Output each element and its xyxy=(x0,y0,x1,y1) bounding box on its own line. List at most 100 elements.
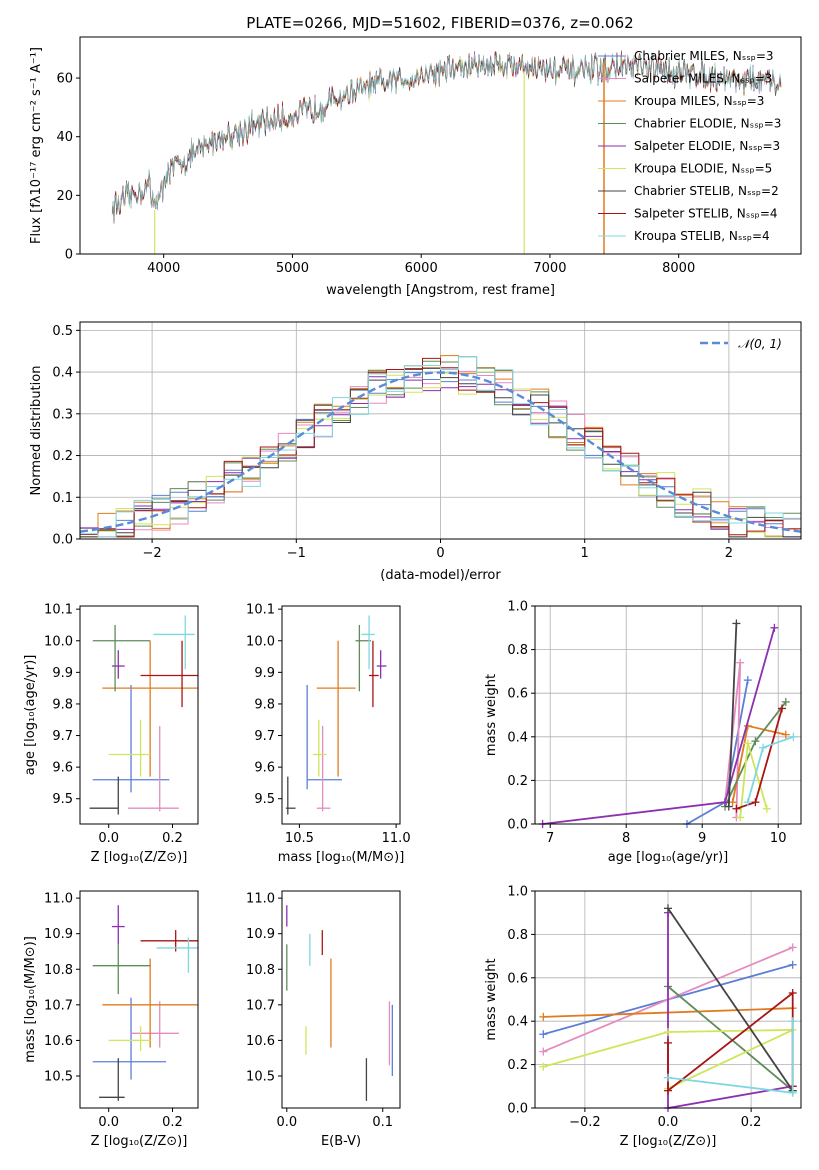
age-vs-metallicity-panel: 0.0 0.2 9.5 9.6 9.7 9.8 9.9 10.0 10.1 Z [log₁₀(Z/… xyxy=(23,603,199,865)
y-tick-label: 10.6 xyxy=(44,1034,73,1049)
y-tick-label: 0.4 xyxy=(507,730,528,745)
histogram-series-8 xyxy=(80,356,801,538)
y-tick-label: 0.4 xyxy=(507,1015,528,1030)
p-s1-frame xyxy=(79,605,199,825)
mass-vs-metallicity-panel: 0.0 0.2 10.5 10.6 10.7 10.8 10.9 11.0 Z [log₁₀(Z… xyxy=(23,890,199,1149)
legend-entry: Chabrier STELIB, Nₛₛₚ=2 xyxy=(634,184,779,198)
y-tick-label: 11.0 xyxy=(44,892,73,907)
y-tick-label: 10.7 xyxy=(246,998,275,1013)
x-tick-label: 0.2 xyxy=(162,1115,183,1130)
x-axis-label: E(B-V) xyxy=(321,1134,361,1149)
spectrum-panel: PLATE=0266, MJD=51602, FIBERID=0376, z=0… xyxy=(29,14,802,298)
y-tick-label: 0.2 xyxy=(507,774,528,789)
legend-entry: Kroupa STELIB, Nₛₛₚ=4 xyxy=(634,229,770,243)
y-tick-label: 0 xyxy=(65,248,73,263)
y-tick-label: 11.0 xyxy=(246,892,275,907)
y-tick-label: 9.6 xyxy=(52,761,73,776)
y-tick-label: 1.0 xyxy=(507,885,528,900)
legend-entry: Chabrier MILES, Nₛₛₚ=3 xyxy=(634,49,774,63)
y-tick-label: 10.0 xyxy=(44,634,73,649)
y-tick-label: 10.6 xyxy=(246,1034,275,1049)
x-axis-label: Z [log₁₀(Z/Z⊙)] xyxy=(91,1134,188,1149)
y-axis-label: mass weight xyxy=(484,674,499,756)
y-tick-label: 10.0 xyxy=(246,634,275,649)
y-tick-label: 10.9 xyxy=(246,927,275,942)
x-axis-label: Z [log₁₀(Z/Z⊙)] xyxy=(91,850,188,865)
legend-entry: Salpeter MILES, Nₛₛₚ=3 xyxy=(634,72,772,86)
y-axis-label: Normed distribution xyxy=(29,366,44,496)
y-tick-label: 1.0 xyxy=(507,600,528,615)
x-tick-label: 0.0 xyxy=(658,1115,679,1130)
gaussian-curve xyxy=(79,371,802,533)
y-tick-label: 0.6 xyxy=(507,971,528,986)
weight-series-5 xyxy=(543,1029,794,1090)
y-tick-label: 10.1 xyxy=(246,603,275,618)
histogram-panel: −2 −1 0 1 2 0.0 0.1 0.2 0.3 0.4 0.5 (data-model)/er… xyxy=(29,321,802,583)
x-tick-label: 8 xyxy=(622,831,630,846)
legend-entry: Chabrier ELODIE, Nₛₛₚ=3 xyxy=(634,117,781,131)
y-tick-label: 0.8 xyxy=(507,643,528,658)
y-tick-label: 9.8 xyxy=(52,697,73,712)
x-tick-label: 2 xyxy=(725,546,733,561)
y-tick-label: 0.0 xyxy=(52,533,73,548)
legend-entry: 𝒩(0, 1) xyxy=(738,337,782,351)
y-tick-label: 9.9 xyxy=(52,666,73,681)
x-tick-label: 0.0 xyxy=(276,1115,297,1130)
y-tick-label: 9.8 xyxy=(254,697,275,712)
y-tick-label: 9.5 xyxy=(254,792,275,807)
y-tick-label: 9.6 xyxy=(254,761,275,776)
x-axis-label: mass [log₁₀(M/M⊙)] xyxy=(278,850,405,865)
y-tick-label: 0.3 xyxy=(52,407,73,422)
legend-entry: Kroupa MILES, Nₛₛₚ=3 xyxy=(634,94,764,108)
p-s5-frame xyxy=(281,890,401,1109)
x-tick-label: −0.2 xyxy=(569,1115,601,1130)
x-axis-label: age [log₁₀(age/yr)] xyxy=(608,850,729,865)
y-tick-label: 9.5 xyxy=(52,792,73,807)
y-tick-label: 10.5 xyxy=(246,1069,275,1084)
p-s3-frame xyxy=(534,605,802,825)
x-tick-label: 0.1 xyxy=(372,1115,393,1130)
spectrum-frame xyxy=(79,36,802,255)
x-tick-label: −2 xyxy=(143,546,162,561)
y-tick-label: 0.5 xyxy=(52,324,73,339)
x-tick-label: 6000 xyxy=(405,261,438,276)
spectrum-title: PLATE=0266, MJD=51602, FIBERID=0376, z=0… xyxy=(246,14,633,32)
x-tick-label: −1 xyxy=(287,546,306,561)
y-axis-label: age [log₁₀(age/yr)] xyxy=(23,655,38,776)
x-axis-label: (data-model)/error xyxy=(380,568,501,583)
x-tick-label: 10 xyxy=(770,831,787,846)
p-s6-frame xyxy=(534,890,802,1109)
x-tick-label: 1 xyxy=(581,546,589,561)
y-axis-label: mass [log₁₀(M/M⊙)] xyxy=(23,936,38,1063)
x-tick-label: 7 xyxy=(546,831,554,846)
histogram-frame xyxy=(79,321,802,540)
age-vs-mass-panel: 10.5 11.0 9.5 9.6 9.7 9.8 9.9 10.0 10.1 mass [log… xyxy=(246,603,411,865)
x-tick-label: 8000 xyxy=(662,261,695,276)
mass-vs-ebv-panel: 0.0 0.1 10.5 10.6 10.7 10.8 10.9 11.0 E(B-V) xyxy=(246,890,401,1149)
weight-vs-age-panel: 7 8 9 10 0.0 0.2 0.4 0.6 0.8 1.0 age [log₁₀(age/yr… xyxy=(484,600,802,865)
x-tick-label: 0 xyxy=(436,546,444,561)
y-tick-label: 9.7 xyxy=(254,729,275,744)
legend-entry: Salpeter STELIB, Nₛₛₚ=4 xyxy=(634,207,778,221)
x-tick-label: 10.5 xyxy=(285,831,314,846)
x-tick-label: 0.0 xyxy=(98,1115,119,1130)
x-tick-label: 0.0 xyxy=(98,831,119,846)
x-tick-label: 0.2 xyxy=(162,831,183,846)
weight-vs-metallicity-panel: −0.2 0.0 0.2 0.0 0.2 0.4 0.6 0.8 1.0 Z [log₁₀(Z/Z… xyxy=(484,885,802,1149)
y-tick-label: 10.7 xyxy=(44,998,73,1013)
histogram-series-7 xyxy=(80,357,801,538)
legend-entry: Salpeter ELODIE, Nₛₛₚ=3 xyxy=(634,139,780,153)
p-s4-frame xyxy=(79,890,199,1109)
y-tick-label: 0.8 xyxy=(507,928,528,943)
y-tick-label: 10.1 xyxy=(44,603,73,618)
y-tick-label: 9.7 xyxy=(52,729,73,744)
x-axis-label: wavelength [Angstrom, rest frame] xyxy=(326,283,555,298)
y-tick-label: 10.8 xyxy=(246,963,275,978)
x-tick-label: 5000 xyxy=(276,261,309,276)
x-axis-label: Z [log₁₀(Z/Z⊙)] xyxy=(620,1134,717,1149)
x-tick-label: 9 xyxy=(698,831,706,846)
y-tick-label: 40 xyxy=(56,130,73,145)
y-axis-label: mass weight xyxy=(484,958,499,1040)
x-tick-label: 0.2 xyxy=(741,1115,762,1130)
weight-series-6 xyxy=(727,623,738,807)
